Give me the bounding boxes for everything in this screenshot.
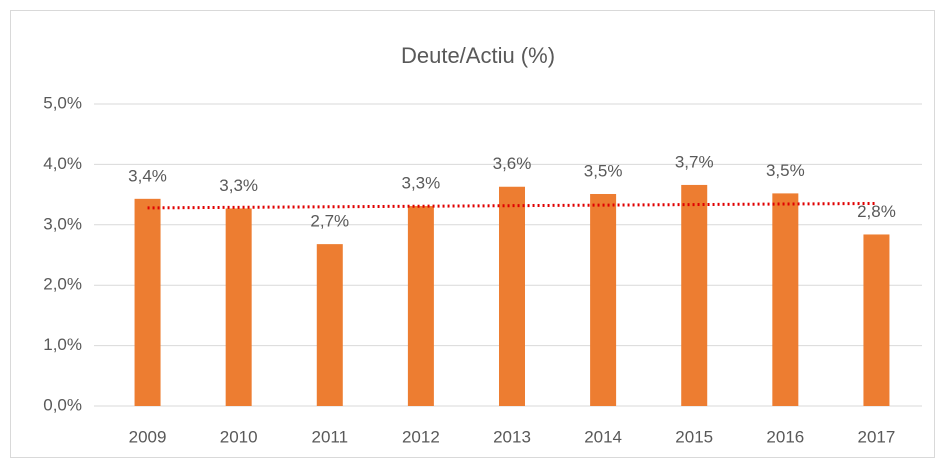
data-label: 2,8% bbox=[857, 202, 896, 221]
data-label: 3,6% bbox=[493, 154, 532, 173]
data-label: 3,5% bbox=[584, 161, 623, 180]
bar bbox=[772, 193, 799, 406]
bar bbox=[316, 244, 343, 406]
bar bbox=[225, 208, 252, 406]
data-label: 3,7% bbox=[675, 152, 714, 171]
x-tick-label: 2009 bbox=[129, 427, 167, 446]
y-tick-label: 3,0% bbox=[43, 214, 82, 233]
y-tick-label: 1,0% bbox=[43, 335, 82, 354]
bar bbox=[681, 184, 708, 406]
x-tick-label: 2017 bbox=[858, 427, 896, 446]
data-label: 3,3% bbox=[402, 174, 441, 193]
bar bbox=[407, 206, 434, 406]
bar bbox=[499, 186, 525, 406]
x-tick-label: 2010 bbox=[220, 427, 258, 446]
data-label: 3,3% bbox=[219, 176, 258, 195]
bar bbox=[590, 193, 617, 406]
x-tick-label: 2011 bbox=[311, 427, 348, 446]
trendline bbox=[147, 201, 877, 210]
x-tick-label: 2013 bbox=[493, 427, 531, 446]
x-tick-label: 2012 bbox=[402, 427, 440, 446]
data-label: 3,4% bbox=[128, 166, 167, 185]
y-tick-label: 4,0% bbox=[43, 154, 82, 173]
y-tick-label: 2,0% bbox=[43, 275, 82, 294]
y-tick-label: 0,0% bbox=[43, 395, 82, 414]
data-label: 3,5% bbox=[766, 161, 805, 180]
x-tick-label: 2015 bbox=[675, 427, 713, 446]
x-tick-label: 2016 bbox=[766, 427, 804, 446]
x-tick-label: 2014 bbox=[584, 427, 622, 446]
y-tick-label: 5,0% bbox=[43, 93, 82, 112]
data-label: 2,7% bbox=[310, 212, 349, 231]
chart-title: Deute/Actiu (%) bbox=[401, 43, 555, 68]
bar bbox=[134, 198, 161, 406]
bar bbox=[863, 234, 890, 406]
